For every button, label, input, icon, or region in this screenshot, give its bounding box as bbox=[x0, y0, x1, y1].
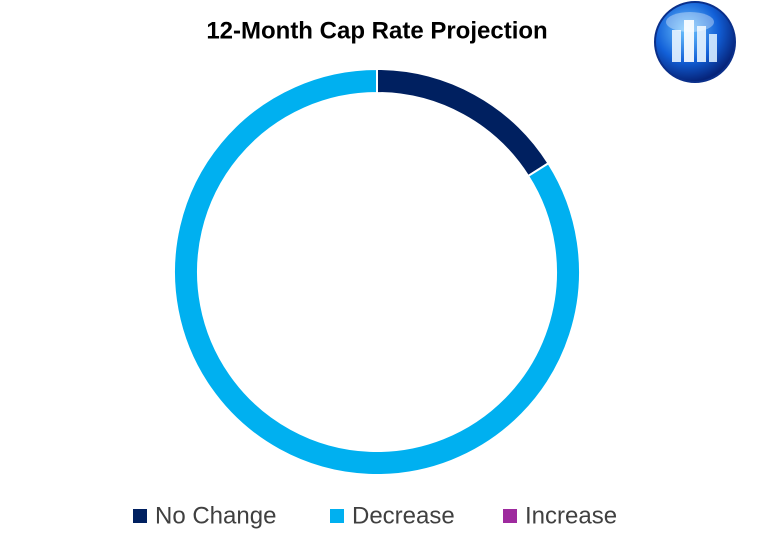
chart-title: 12-Month Cap Rate Projection bbox=[206, 17, 547, 44]
donut-slice bbox=[173, 67, 581, 476]
logo bbox=[654, 1, 736, 83]
legend-label: Decrease bbox=[352, 502, 455, 529]
legend-swatch bbox=[503, 509, 517, 523]
donut-slice bbox=[376, 67, 550, 178]
legend-swatch bbox=[133, 509, 147, 523]
legend-label: Increase bbox=[525, 502, 617, 529]
legend-swatch bbox=[330, 509, 344, 523]
legend-label: No Change bbox=[155, 502, 276, 529]
